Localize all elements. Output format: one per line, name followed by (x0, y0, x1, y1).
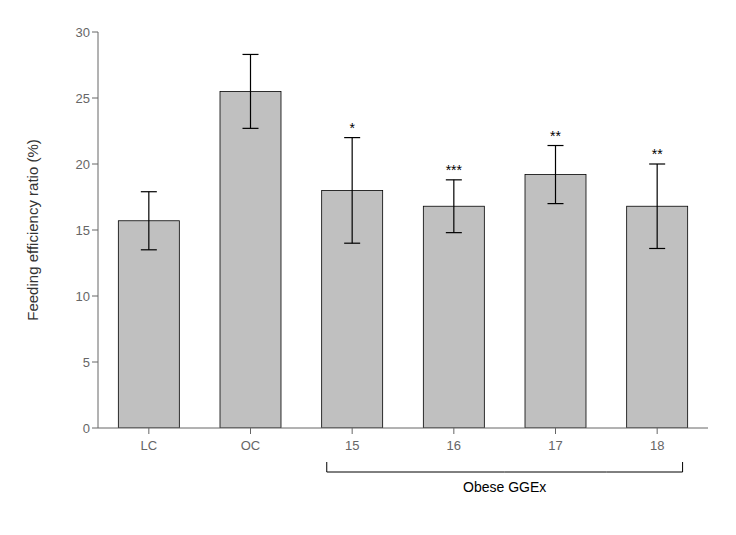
svg-text:16: 16 (447, 438, 461, 453)
svg-text:18: 18 (650, 438, 664, 453)
svg-text:0: 0 (83, 421, 90, 436)
svg-text:*: * (349, 120, 355, 136)
svg-text:**: ** (652, 146, 663, 162)
svg-text:**: ** (550, 128, 561, 144)
svg-text:25: 25 (76, 91, 90, 106)
svg-text:LC: LC (141, 438, 158, 453)
svg-text:5: 5 (83, 355, 90, 370)
svg-text:OC: OC (241, 438, 261, 453)
svg-text:15: 15 (76, 223, 90, 238)
svg-text:30: 30 (76, 25, 90, 40)
svg-text:15: 15 (345, 438, 359, 453)
svg-text:17: 17 (548, 438, 562, 453)
svg-text:20: 20 (76, 157, 90, 172)
svg-text:***: *** (446, 162, 463, 178)
svg-text:Feeding efficiency ratio (%): Feeding efficiency ratio (%) (24, 139, 41, 320)
svg-text:10: 10 (76, 289, 90, 304)
svg-text:Obese GGEx: Obese GGEx (463, 479, 546, 495)
